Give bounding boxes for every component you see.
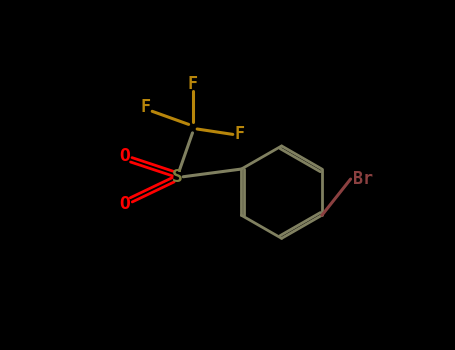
Text: F: F bbox=[187, 75, 197, 93]
Text: S: S bbox=[172, 168, 182, 186]
Text: Br: Br bbox=[353, 170, 373, 188]
Text: F: F bbox=[234, 125, 244, 144]
Text: O: O bbox=[120, 147, 131, 165]
Text: O: O bbox=[120, 195, 131, 213]
Text: F: F bbox=[141, 98, 151, 117]
